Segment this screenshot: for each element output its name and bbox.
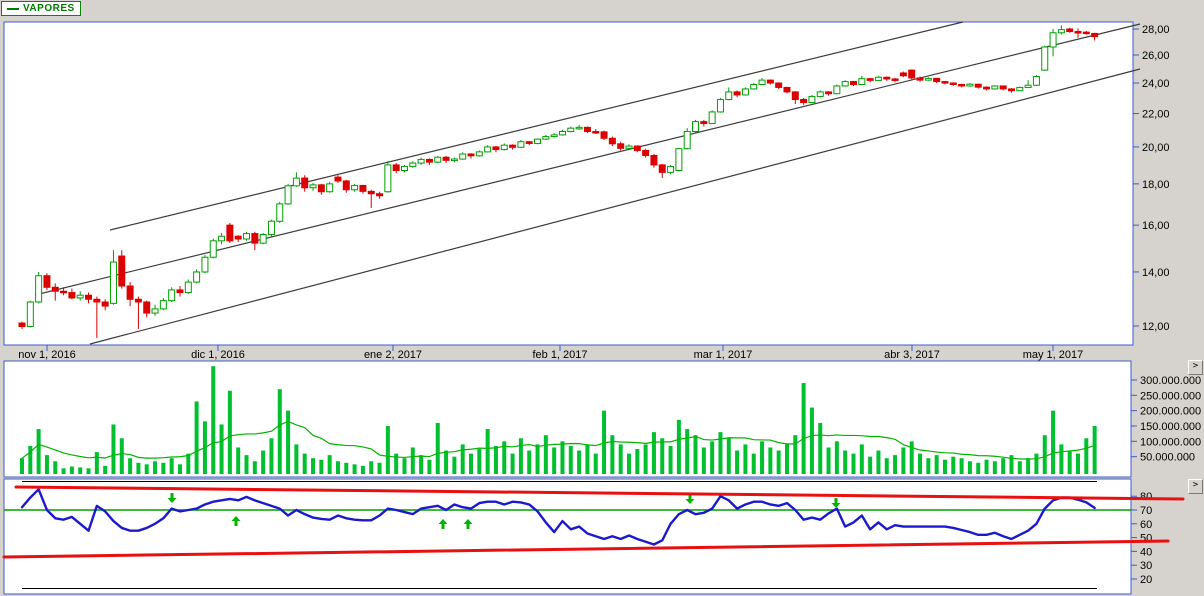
price-tick-label: 28,00 bbox=[1142, 24, 1170, 36]
volume-tick-label: 150.000.000 bbox=[1140, 421, 1201, 433]
oscillator-tick-label: 40 bbox=[1140, 546, 1152, 558]
signal-arrows bbox=[167, 493, 841, 529]
legend-line-icon bbox=[7, 7, 19, 10]
volume-tick-label: 300.000.000 bbox=[1140, 375, 1201, 387]
price-tick-label: 14,00 bbox=[1142, 267, 1170, 279]
date-tick-label: abr 3, 2017 bbox=[884, 349, 940, 361]
date-tick-label: nov 1, 2016 bbox=[18, 349, 76, 361]
date-tick-label: ene 2, 2017 bbox=[364, 349, 422, 361]
volume-tick-label: 250.000.000 bbox=[1140, 390, 1201, 402]
symbol-legend[interactable]: VAPORES bbox=[1, 1, 81, 16]
price-tick-label: 24,00 bbox=[1142, 78, 1170, 90]
buy-signal-arrow-icon bbox=[231, 516, 241, 521]
oscillator-trendlines bbox=[2, 485, 1185, 559]
sell-signal-arrow-icon bbox=[167, 498, 177, 503]
date-tick-label: may 1, 2017 bbox=[1023, 349, 1084, 361]
price-tick-label: 16,00 bbox=[1142, 220, 1170, 232]
volume-panel-expand-button[interactable]: > bbox=[1188, 360, 1203, 375]
volume-tick-label: 100.000.000 bbox=[1140, 436, 1201, 448]
sell-signal-arrow-icon bbox=[685, 499, 695, 504]
oscillator-line bbox=[20, 488, 1096, 546]
candlestick-series bbox=[18, 25, 1099, 338]
trend-channel-lines bbox=[34, 21, 1141, 345]
price-panel bbox=[3, 21, 1134, 346]
volume-tick-label: 200.000.000 bbox=[1140, 406, 1201, 418]
volume-panel bbox=[3, 360, 1132, 478]
price-tick-label: 12,00 bbox=[1142, 321, 1170, 333]
buy-signal-arrow-icon bbox=[463, 519, 473, 524]
oscillator-tick-label: 30 bbox=[1140, 560, 1152, 572]
symbol-label: VAPORES bbox=[23, 3, 75, 14]
oscillator-tick-label: 60 bbox=[1140, 519, 1152, 531]
date-axis: nov 1, 2016 dic 1, 2016 ene 2, 2017 feb 1, … bbox=[18, 345, 1083, 361]
date-tick-label: mar 1, 2017 bbox=[694, 349, 753, 361]
oscillator-panel-expand-button[interactable]: > bbox=[1188, 479, 1203, 494]
oscillator-tick-label: 20 bbox=[1140, 574, 1152, 586]
volume-axis: 300.000.000 250.000.000 200.000.000 150.000… bbox=[1131, 375, 1201, 464]
price-tick-label: 22,00 bbox=[1142, 109, 1170, 121]
price-tick-label: 20,00 bbox=[1142, 142, 1170, 154]
date-tick-label: dic 1, 2016 bbox=[191, 349, 245, 361]
price-tick-label: 26,00 bbox=[1142, 50, 1170, 62]
oscillator-tick-label: 70 bbox=[1140, 505, 1152, 517]
volume-ma-line bbox=[21, 420, 1095, 460]
price-axis: 28,00 26,00 24,00 22,00 20,00 18,00 16,00 14,00… bbox=[1133, 24, 1170, 333]
price-tick-label: 18,00 bbox=[1142, 179, 1170, 191]
sell-signal-arrow-icon bbox=[831, 503, 841, 508]
buy-signal-arrow-icon bbox=[438, 519, 448, 524]
volume-tick-label: 50.000.000 bbox=[1140, 452, 1195, 464]
date-tick-label: feb 1, 2017 bbox=[532, 349, 587, 361]
oscillator-panel bbox=[3, 478, 1132, 595]
oscillator-axis: 80706050403020 bbox=[1131, 491, 1152, 586]
